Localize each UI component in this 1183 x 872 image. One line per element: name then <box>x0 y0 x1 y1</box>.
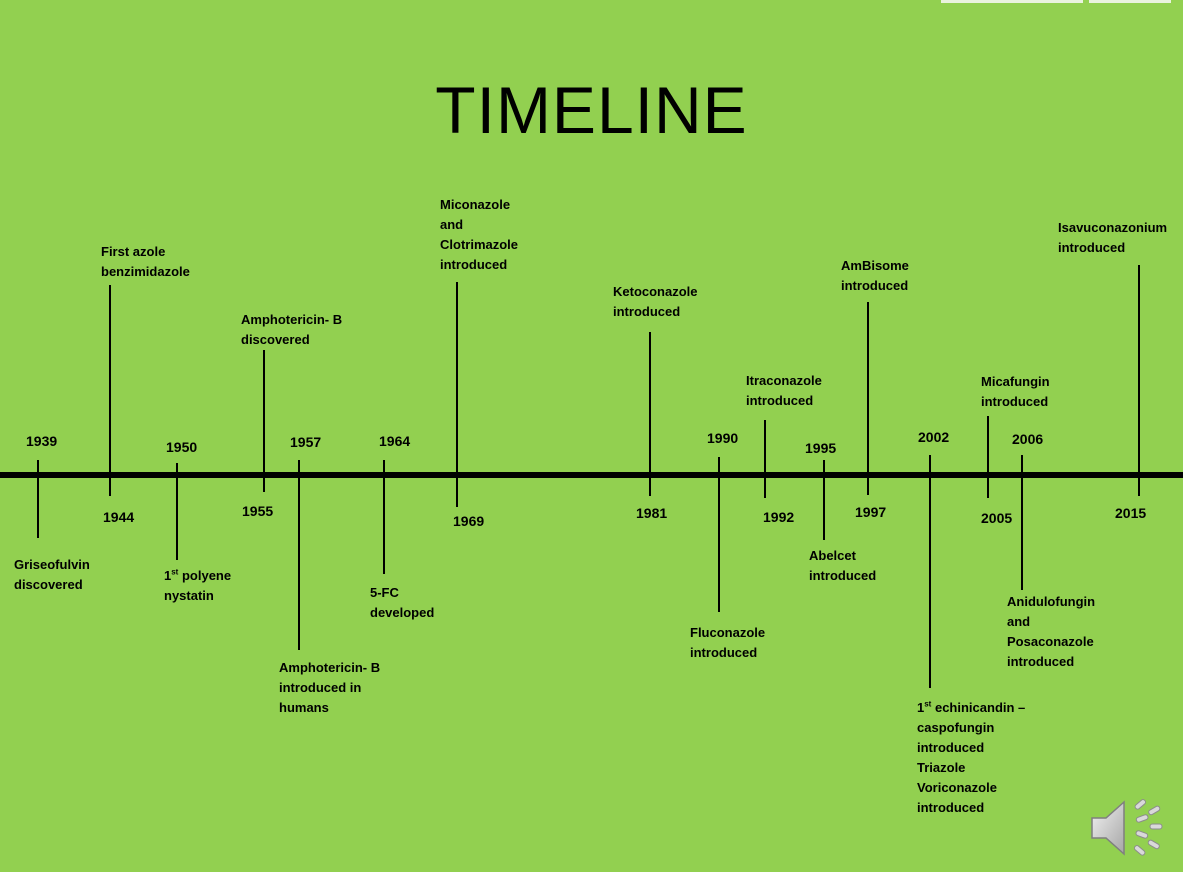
year-label-1950: 1950 <box>166 439 198 455</box>
year-label-1997: 1997 <box>855 504 887 520</box>
event-label-line: benzimidazole <box>101 264 190 279</box>
event-label-line: introduced <box>917 740 985 755</box>
timeline-tick-1992 <box>764 420 766 498</box>
event-label-line: AmBisome <box>841 258 909 273</box>
event-label-line: Griseofulvin <box>14 557 90 572</box>
timeline-tick-1969 <box>456 282 458 507</box>
event-label-1957: Amphotericin- B introduced in humans <box>279 658 380 718</box>
event-label-1969: Miconazole and Clotrimazole introduced <box>440 195 518 275</box>
timeline-tick-1997 <box>867 302 869 495</box>
event-label-line: nystatin <box>164 588 214 603</box>
event-label-1981: Ketoconazole introduced <box>613 282 698 322</box>
timeline-tick-1957 <box>298 460 300 650</box>
year-label-1990: 1990 <box>707 430 739 446</box>
event-label-line: and <box>1007 614 1031 629</box>
event-label-line: 5-FC <box>370 585 399 600</box>
timeline-axis <box>0 472 1183 478</box>
event-label-line: Itraconazole <box>746 373 822 388</box>
event-label-2006: Anidulofungin and Posaconazole introduced <box>1007 592 1095 672</box>
event-label-line: introduced <box>1007 654 1075 669</box>
year-label-1981: 1981 <box>636 505 668 521</box>
year-label-2005: 2005 <box>981 510 1013 526</box>
timeline-tick-1944 <box>109 285 111 496</box>
event-label-line: Ketoconazole <box>613 284 698 299</box>
event-label-line: caspofungin <box>917 720 995 735</box>
event-label-1992: Itraconazole introduced <box>746 371 822 411</box>
event-label-line: Triazole <box>917 760 966 775</box>
event-label-line: discovered <box>14 577 83 592</box>
year-label-1939: 1939 <box>26 433 58 449</box>
timeline-tick-2005 <box>987 416 989 498</box>
year-label-2015: 2015 <box>1115 505 1147 521</box>
event-label-line: and <box>440 217 464 232</box>
window-top-strip <box>941 0 1171 3</box>
event-label-line: developed <box>370 605 435 620</box>
year-label-1995: 1995 <box>805 440 837 456</box>
event-label-line: Micafungin <box>981 374 1050 389</box>
event-label-line: Fluconazole <box>690 625 766 640</box>
event-label-line: Amphotericin- B <box>241 312 343 327</box>
event-label-line: introduced <box>613 304 681 319</box>
event-label-line: introduced <box>841 278 909 293</box>
event-label-line: 1st echinicandin – <box>917 699 1026 715</box>
timeline-tick-2006 <box>1021 455 1023 590</box>
event-label-line: introduced in <box>279 680 362 695</box>
event-label-line: Amphotericin- B <box>279 660 381 675</box>
event-label-1964: 5-FC developed <box>370 583 434 623</box>
event-label-line: Isavuconazonium <box>1058 220 1168 235</box>
event-label-line: introduced <box>440 257 508 272</box>
event-label-line: introduced <box>981 394 1049 409</box>
event-label-2015: Isavuconazonium introduced <box>1058 218 1167 258</box>
event-label-line: introduced <box>1058 240 1126 255</box>
event-label-line: Miconazole <box>440 197 511 212</box>
timeline-tick-1981 <box>649 332 651 496</box>
event-label-1990: Fluconazole introduced <box>690 623 765 663</box>
event-label-line: introduced <box>690 645 758 660</box>
timeline-tick-1955 <box>263 350 265 492</box>
event-label-2002: 1st echinicandin – caspofungin introduced T… <box>917 698 1025 818</box>
event-label-line: Anidulofungin <box>1007 594 1096 609</box>
event-label-line: humans <box>279 700 329 715</box>
timeline-tick-1964 <box>383 460 385 574</box>
year-label-1957: 1957 <box>290 434 322 450</box>
event-label-line: discovered <box>241 332 310 347</box>
timeline-tick-2002 <box>929 455 931 688</box>
year-label-1955: 1955 <box>242 503 274 519</box>
year-label-2002: 2002 <box>918 429 950 445</box>
event-label-line: 1st polyene <box>164 567 232 583</box>
year-label-1969: 1969 <box>453 513 485 529</box>
event-label-1997: AmBisome introduced <box>841 256 909 296</box>
year-label-1992: 1992 <box>763 509 795 525</box>
timeline-tick-1950 <box>176 463 178 560</box>
event-label-line: Voriconazole <box>917 780 997 795</box>
event-label-line: introduced <box>746 393 814 408</box>
timeline-tick-2015 <box>1138 265 1140 496</box>
year-label-1944: 1944 <box>103 509 135 525</box>
timeline-tick-1995 <box>823 460 825 540</box>
event-label-1950: 1st polyene nystatin <box>164 566 231 606</box>
event-label-line: introduced <box>917 800 985 815</box>
timeline-tick-1990 <box>718 457 720 612</box>
event-label-2005: Micafungin introduced <box>981 372 1050 412</box>
event-label-1955: Amphotericin- B discovered <box>241 310 342 350</box>
event-label-line: Clotrimazole <box>440 237 519 252</box>
event-label-line: First azole <box>101 244 166 259</box>
page-title: TIMELINE <box>435 73 748 147</box>
year-label-1964: 1964 <box>379 433 411 449</box>
event-label-line: Posaconazole <box>1007 634 1094 649</box>
event-label-line: introduced <box>809 568 877 583</box>
timeline-tick-1939 <box>37 460 39 538</box>
speaker-icon[interactable] <box>1088 792 1168 862</box>
year-label-2006: 2006 <box>1012 431 1044 447</box>
event-label-1939: Griseofulvin discovered <box>14 555 90 595</box>
event-label-line: Abelcet <box>809 548 856 563</box>
event-label-1944: First azole benzimidazole <box>101 242 190 282</box>
event-label-1995: Abelcet introduced <box>809 546 876 586</box>
